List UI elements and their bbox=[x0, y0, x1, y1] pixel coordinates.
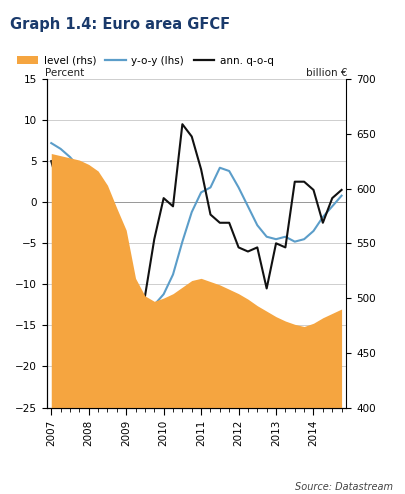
Legend: level (rhs), y-o-y (lhs), ann. q-o-q: level (rhs), y-o-y (lhs), ann. q-o-q bbox=[13, 51, 278, 70]
Text: Percent: Percent bbox=[45, 68, 84, 79]
Text: billion €: billion € bbox=[306, 68, 348, 79]
Text: Graph 1.4: Euro area GFCF: Graph 1.4: Euro area GFCF bbox=[10, 17, 230, 32]
Text: Source: Datastream: Source: Datastream bbox=[295, 482, 393, 492]
